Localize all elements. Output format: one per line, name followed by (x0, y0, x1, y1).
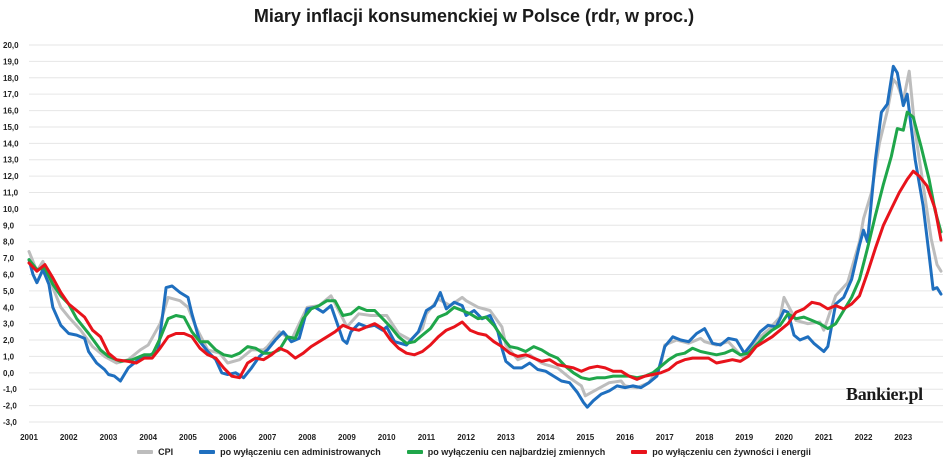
x-tick-label: 2023 (894, 433, 912, 442)
series-line-0 (27, 69, 943, 398)
x-tick-label: 2003 (100, 433, 118, 442)
x-tick-label: 2010 (378, 433, 396, 442)
x-tick-label: 2009 (338, 433, 356, 442)
y-tick-label: 18,0 (3, 74, 19, 83)
x-tick-label: 2016 (616, 433, 634, 442)
x-tick-label: 2007 (259, 433, 277, 442)
y-tick-label: 17,0 (3, 90, 19, 99)
x-tick-label: 2004 (139, 433, 157, 442)
y-tick-label: -1,0 (3, 385, 17, 394)
y-tick-label: 8,0 (3, 238, 15, 247)
x-tick-label: 2005 (179, 433, 197, 442)
x-tick-label: 2012 (457, 433, 475, 442)
y-tick-label: 14,0 (3, 139, 19, 148)
legend-label-cpi: CPI (158, 447, 174, 457)
y-tick-label: 20,0 (3, 41, 19, 50)
y-tick-label: 7,0 (3, 254, 15, 263)
y-tick-label: -3,0 (3, 418, 17, 427)
y-tick-label: 19,0 (3, 57, 19, 66)
y-tick-label: 13,0 (3, 156, 19, 165)
x-tick-label: 2014 (537, 433, 555, 442)
chart-legend: CPI po wyłączeniu cen administrowanych p… (0, 447, 948, 457)
chart-title: Miary inflacji konsumenckiej w Polsce (r… (253, 6, 695, 26)
y-axis-ticks: -3,0 -2,0 -1,0 0,0 1,0 2,0 3,0 4,0 5,0 6,0 7,0 8,0 9… (3, 41, 19, 427)
legend-label-most-volatile: po wyłączeniu cen najbardziej zmiennych (427, 447, 606, 457)
y-tick-label: 5,0 (3, 287, 15, 296)
series-line-2 (27, 110, 943, 381)
legend-item-administered: po wyłączeniu cen administrowanych (199, 447, 381, 457)
x-tick-label: 2008 (298, 433, 316, 442)
legend-item-most-volatile: po wyłączeniu cen najbardziej zmiennych (406, 447, 606, 457)
y-tick-label: 6,0 (3, 270, 15, 279)
x-tick-label: 2002 (60, 433, 78, 442)
legend-item-cpi: CPI (137, 447, 173, 457)
y-tick-label: 2,0 (3, 336, 15, 345)
x-tick-label: 2013 (497, 433, 515, 442)
series-line-3 (27, 169, 943, 381)
legend-item-food-energy: po wyłączeniu cen żywności i energii (631, 447, 811, 457)
y-tick-label: 1,0 (3, 352, 15, 361)
bankier-logo: Bankier.pl (846, 384, 923, 404)
y-tick-label: 12,0 (3, 172, 19, 181)
legend-swatch-administered (199, 450, 216, 454)
y-tick-label: 0,0 (3, 369, 15, 378)
y-tick-label: 16,0 (3, 107, 19, 116)
x-tick-label: 2022 (855, 433, 873, 442)
x-tick-label: 2020 (775, 433, 793, 442)
x-tick-label: 2018 (696, 433, 714, 442)
y-tick-label: 4,0 (3, 303, 15, 312)
y-tick-label: 3,0 (3, 320, 15, 329)
series-lines (27, 64, 943, 409)
x-tick-label: 2015 (576, 433, 594, 442)
x-tick-label: 2019 (735, 433, 753, 442)
legend-swatch-most-volatile (406, 450, 423, 454)
y-tick-label: 9,0 (3, 221, 15, 230)
x-tick-label: 2011 (418, 433, 436, 442)
x-tick-label: 2006 (219, 433, 237, 442)
x-tick-label: 2001 (20, 433, 38, 442)
y-tick-label: 11,0 (3, 189, 19, 198)
x-tick-label: 2021 (815, 433, 833, 442)
y-tick-label: -2,0 (3, 402, 17, 411)
grid-lines (29, 44, 943, 423)
legend-swatch-food-energy (631, 450, 648, 454)
legend-label-administered: po wyłączeniu cen administrowanych (220, 447, 381, 457)
y-tick-label: 10,0 (3, 205, 19, 214)
y-tick-label: 15,0 (3, 123, 19, 132)
x-tick-label: 2017 (656, 433, 674, 442)
legend-label-food-energy: po wyłączeniu cen żywności i energii (652, 447, 811, 457)
x-axis-ticks: 2001 2002 2003 2004 2005 2006 2007 2008 2009 2010… (20, 433, 913, 442)
legend-swatch-cpi (137, 450, 154, 454)
